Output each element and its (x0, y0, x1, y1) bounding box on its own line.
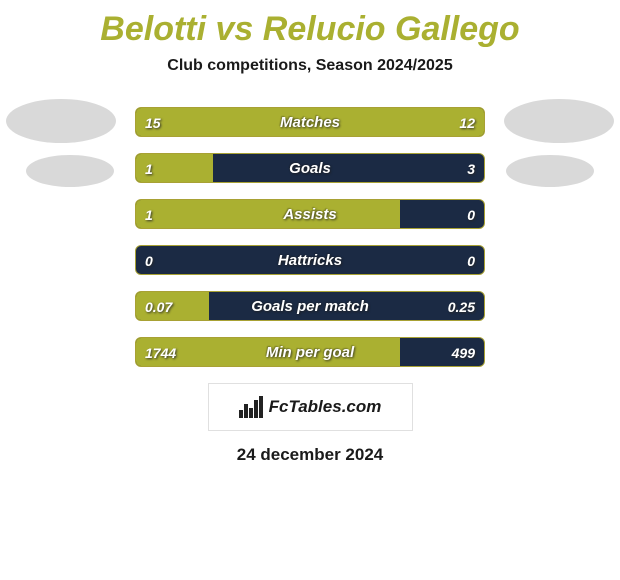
subtitle: Club competitions, Season 2024/2025 (0, 57, 620, 75)
stat-label: Goals (136, 154, 484, 183)
stat-row: 10Assists (135, 199, 485, 229)
stat-row: 00Hattricks (135, 245, 485, 275)
attribution-box: FcTables.com (208, 383, 413, 431)
bar-chart-icon (239, 396, 265, 418)
player-avatar-right (504, 99, 614, 143)
comparison-chart: 1512Matches 13Goals 10Assists 00Hattricks 0.… (0, 107, 620, 367)
stat-row: 1744499Min per goal (135, 337, 485, 367)
stat-label: Matches (136, 108, 484, 137)
page-title: Belotti vs Relucio Gallego (0, 10, 620, 49)
date-text: 24 december 2024 (0, 445, 620, 465)
player-avatar-left (6, 99, 116, 143)
stat-label: Assists (136, 200, 484, 229)
bars-container: 1512Matches 13Goals 10Assists 00Hattricks 0.… (135, 107, 485, 367)
stat-label: Min per goal (136, 338, 484, 367)
stat-row: 13Goals (135, 153, 485, 183)
player-avatar-left-2 (26, 155, 114, 187)
stat-row: 0.070.25Goals per match (135, 291, 485, 321)
title-text: Belotti vs Relucio Gallego (100, 10, 519, 48)
stat-label: Hattricks (136, 246, 484, 275)
stat-row: 1512Matches (135, 107, 485, 137)
attribution-text: FcTables.com (269, 397, 382, 417)
stat-label: Goals per match (136, 292, 484, 321)
player-avatar-right-2 (506, 155, 594, 187)
